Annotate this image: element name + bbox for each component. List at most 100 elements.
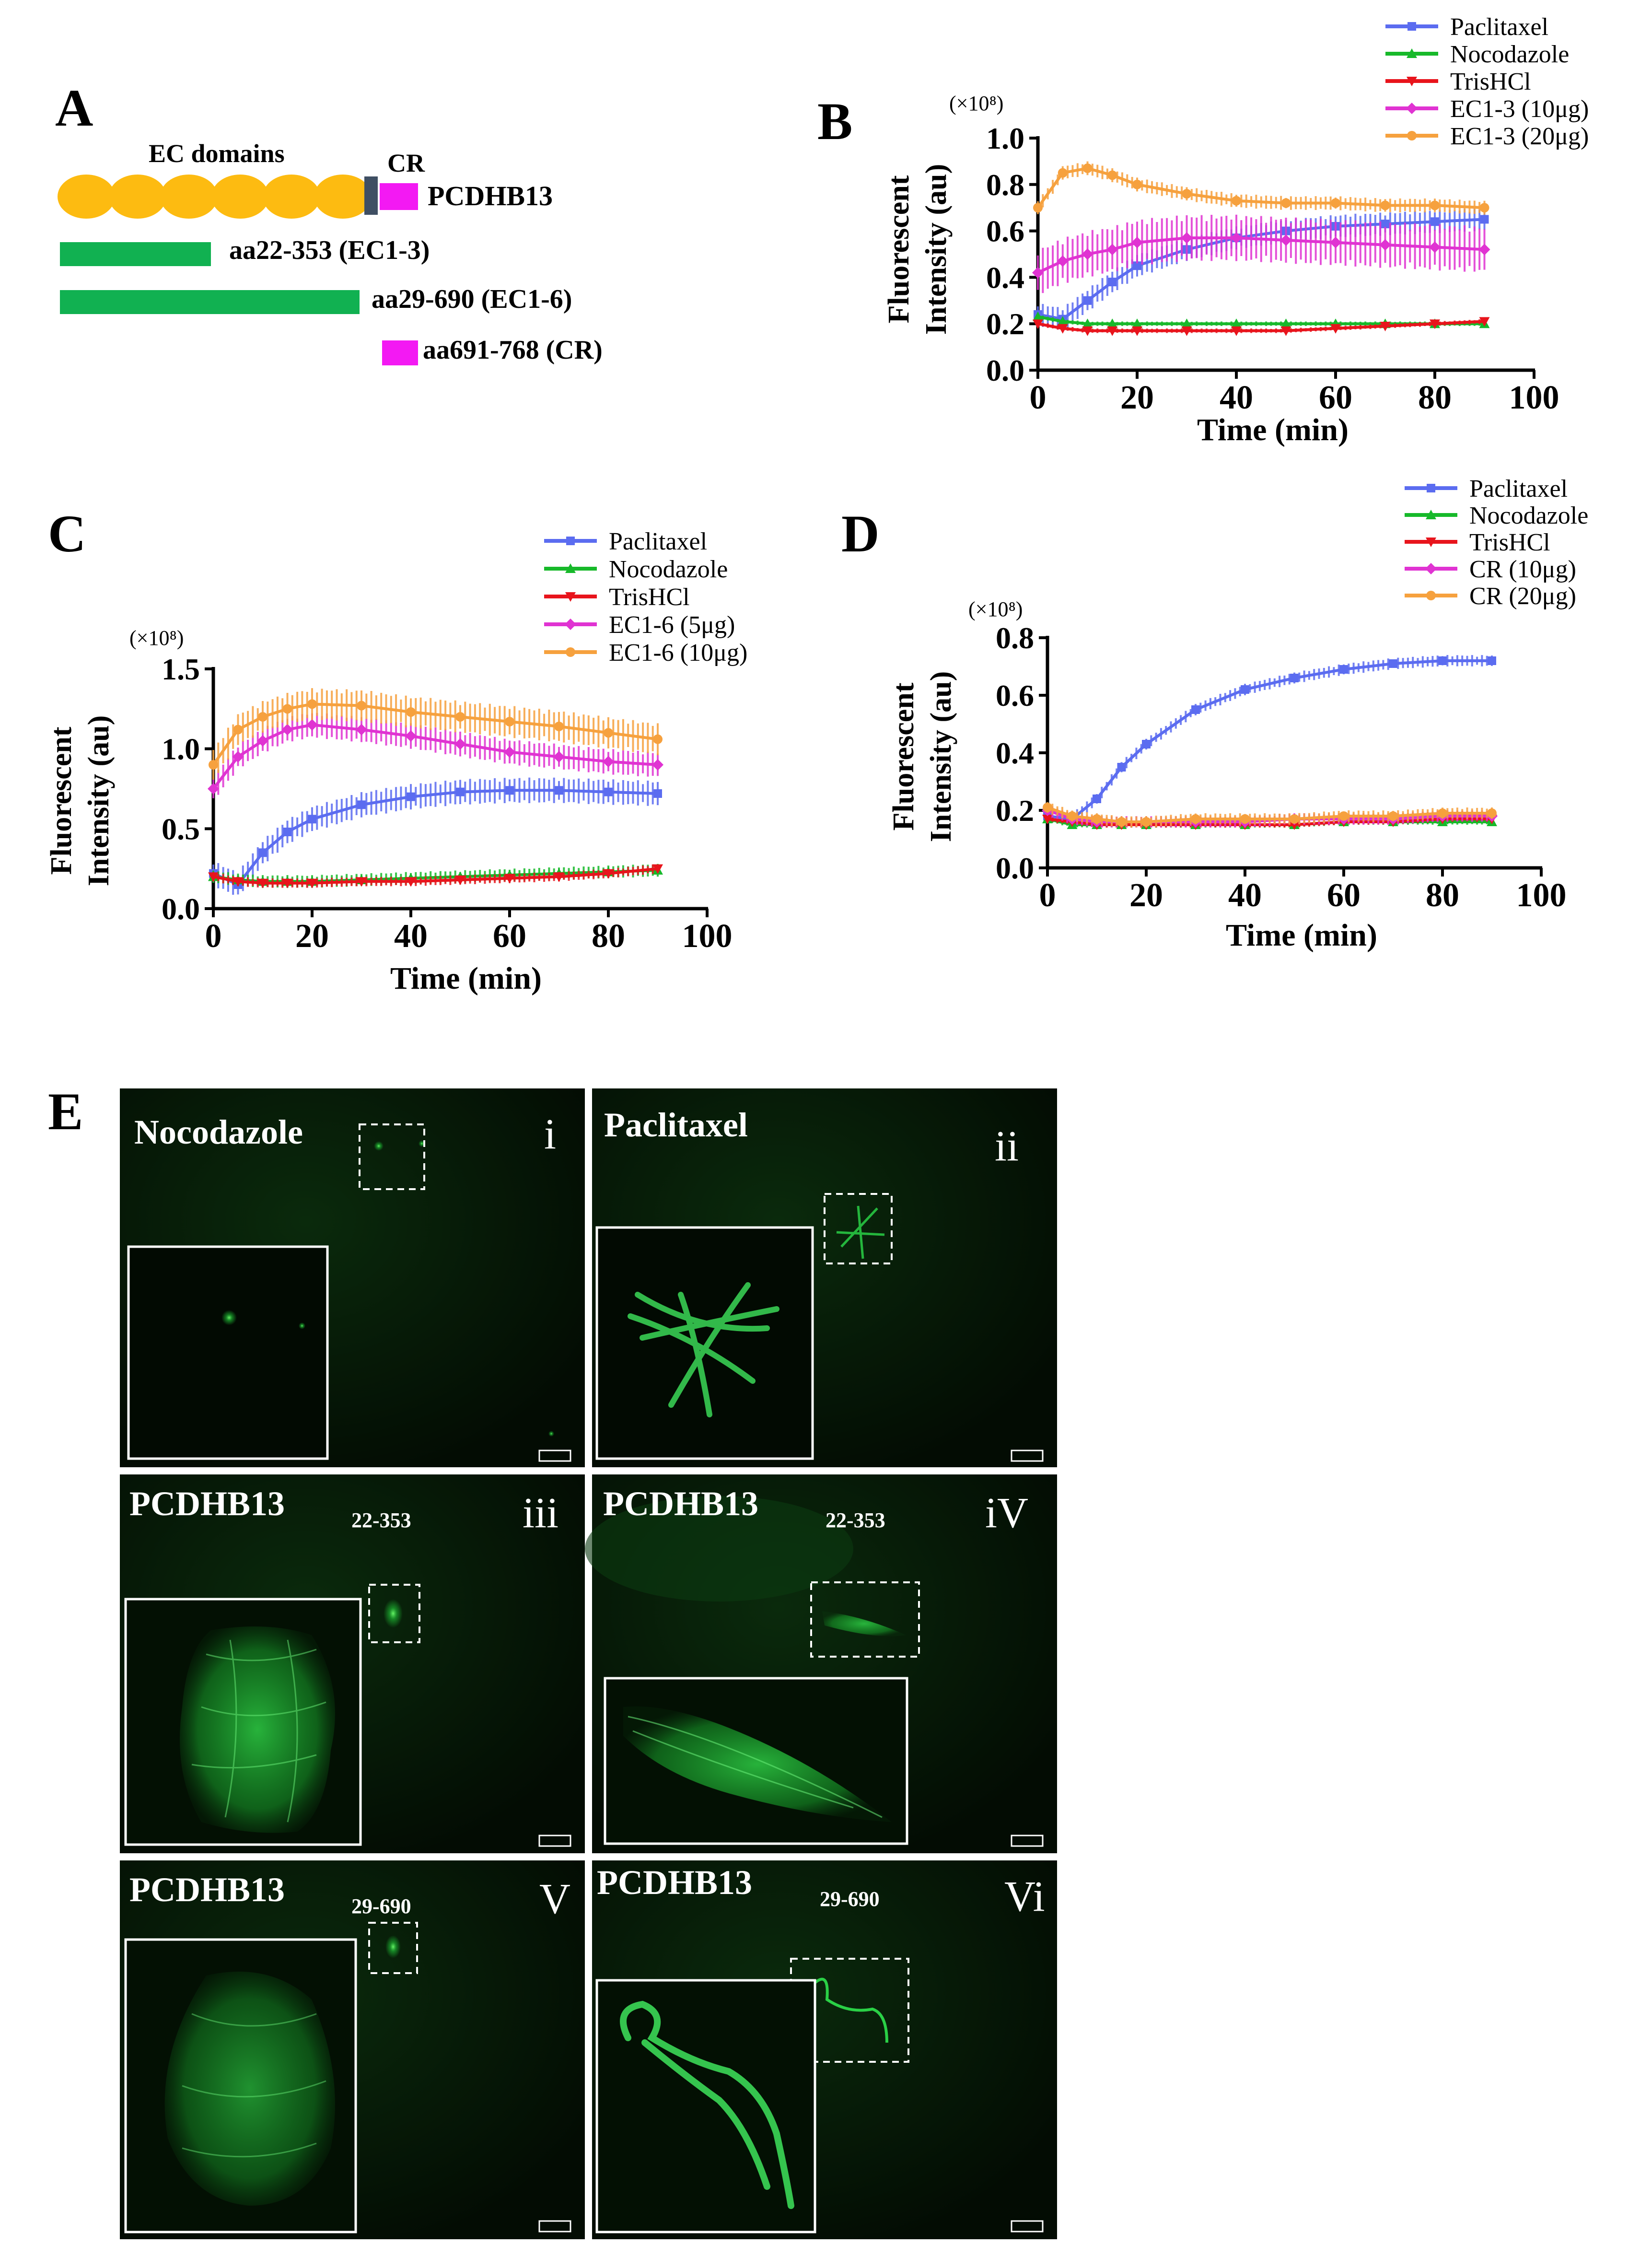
data-point-b-1 [1082, 318, 1093, 328]
x-tick-label-d: 100 [1516, 877, 1567, 914]
series-d-0 [1043, 655, 1496, 824]
x-tick-label-d: 20 [1129, 877, 1163, 914]
x-tick-label-c: 40 [394, 918, 428, 955]
data-point-c-2 [504, 874, 515, 884]
data-point-b-4 [1132, 179, 1142, 189]
data-point-b-1 [1057, 316, 1068, 326]
data-point-c-3 [257, 735, 268, 747]
cr-label: CR [387, 149, 425, 177]
construct-bar-cr [382, 340, 418, 365]
data-point-d-0 [1142, 740, 1151, 748]
data-point-c-2 [233, 877, 244, 887]
micrograph-i-label: Nocodazole [134, 1113, 303, 1151]
data-point-d-0 [1191, 705, 1200, 714]
y-tick-label-b: 0.8 [986, 168, 1024, 202]
y-tick-label-b: 0.0 [986, 353, 1024, 387]
data-point-b-3 [1082, 248, 1093, 260]
y-label-d-line1: Fluorescent [887, 682, 920, 830]
x-tick-label-d: 60 [1327, 877, 1361, 914]
y-multiplier-c: (×10⁸) [129, 626, 184, 650]
ec-domain-4 [211, 175, 269, 219]
x-tick-label-d: 0 [1039, 877, 1056, 914]
data-point-c-3 [553, 751, 565, 763]
data-point-b-3 [1379, 239, 1391, 251]
legend-marker-c-3 [565, 619, 576, 630]
y-label-c-line2: Intensity (au) [82, 715, 115, 887]
legend-label-d-3: CR (10μg) [1469, 556, 1576, 583]
data-point-c-4 [357, 701, 366, 711]
data-point-c-4 [209, 760, 218, 770]
data-point-d-4 [1290, 814, 1299, 824]
axes-b: 0 20 40 60 80 100 0.0 0.2 0.4 0.6 0.8 1.0 [986, 121, 1559, 416]
micrograph-ii-roman: ii [995, 1122, 1019, 1170]
data-point-b-2 [1107, 326, 1118, 336]
x-tick-label-c: 60 [493, 918, 526, 955]
data-point-c-0 [357, 800, 366, 809]
data-point-c-3 [504, 746, 515, 758]
data-point-b-2 [1380, 322, 1391, 332]
legend-marker-c-2 [565, 592, 576, 602]
panel-letter-e: E [48, 1082, 83, 1141]
data-point-b-4 [1033, 203, 1043, 213]
series-line-b-1 [1037, 315, 1485, 326]
legend-label-b-0: Paclitaxel [1450, 13, 1548, 41]
panel-b-chart: B (×10⁸) Fluorescent Intensity (au) 0 20 4… [817, 13, 1589, 447]
data-point-b-4 [1380, 200, 1390, 210]
transmembrane-segment [364, 176, 378, 215]
data-point-b-3 [1231, 232, 1242, 244]
data-point-b-1 [1033, 311, 1043, 321]
data-point-d-2 [1042, 815, 1053, 824]
legend-label-b-2: TrisHCl [1450, 68, 1531, 95]
data-point-b-1 [1107, 318, 1118, 328]
construct-bar-ec1-6 [60, 290, 360, 314]
y-tick-label-b: 0.2 [986, 307, 1024, 341]
y-tick-label-b: 0.6 [986, 214, 1024, 248]
data-point-c-4 [653, 734, 663, 744]
data-point-c-0 [604, 787, 613, 796]
legend-marker-d-4 [1426, 591, 1436, 600]
micrograph-iii-subscript: 22-353 [351, 1508, 411, 1532]
construct-label-ec1-6: aa29-690 (EC1-6) [372, 284, 572, 314]
legend-marker-d-2 [1426, 538, 1436, 547]
x-tick-label-c: 20 [295, 918, 329, 955]
series-c-2 [208, 864, 663, 888]
micrograph-v-roman: V [539, 1875, 570, 1923]
cr-domain-box [380, 183, 418, 210]
micrograph-v-label: PCDHB13 [129, 1871, 285, 1909]
data-point-b-0 [1431, 217, 1439, 226]
micrograph-v-subscript: 29-690 [351, 1894, 411, 1918]
data-point-b-2 [1082, 326, 1093, 336]
panel-letter-a: A [55, 79, 93, 137]
panel-letter-d: D [841, 504, 879, 563]
y-tick-label-d: 0.6 [996, 678, 1034, 713]
x-tick-label-b: 0 [1030, 379, 1047, 416]
micrograph-iv: PCDHB13 22-353 iV [585, 1474, 1057, 1853]
x-tick-label-c: 0 [205, 918, 222, 955]
x-tick-label-c: 100 [682, 918, 733, 955]
data-point-b-3 [1429, 241, 1441, 253]
series-c-3 [208, 713, 663, 798]
data-point-d-4 [1240, 814, 1250, 824]
data-point-c-3 [405, 730, 417, 742]
data-point-d-0 [1488, 656, 1496, 665]
y-tick-label-c: 1.0 [162, 732, 200, 766]
legend-label-c-4: EC1-6 (10μg) [609, 639, 747, 666]
legend-marker-b-0 [1407, 22, 1416, 31]
panel-c-chart: C (×10⁸) Fluorescent Intensity (au) 0 20 4… [45, 504, 747, 996]
data-point-b-2 [1181, 326, 1192, 336]
data-point-b-2 [1430, 319, 1440, 329]
ec-domain-3 [160, 175, 218, 219]
y-label-b-line1: Fluorescent [883, 175, 915, 323]
series-line-d-0 [1047, 659, 1492, 821]
micrograph-vi: PCDHB13 29-690 Vi [592, 1860, 1057, 2239]
y-tick-label-b: 0.4 [986, 260, 1024, 294]
legend-label-c-1: Nocodazole [609, 556, 728, 583]
construct-label-ec1-3: aa22-353 (EC1-3) [229, 235, 430, 265]
x-tick-label-c: 80 [592, 918, 625, 955]
data-point-c-3 [281, 724, 293, 736]
legend-label-b-3: EC1-3 (10μg) [1450, 95, 1589, 123]
data-point-b-2 [1033, 319, 1043, 329]
data-point-b-0 [1083, 296, 1092, 305]
